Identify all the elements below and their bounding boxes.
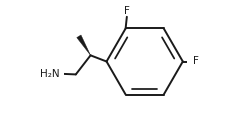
Text: H₂N: H₂N [40,69,60,79]
Polygon shape [77,35,90,55]
Text: F: F [124,6,130,16]
Text: F: F [193,56,198,67]
